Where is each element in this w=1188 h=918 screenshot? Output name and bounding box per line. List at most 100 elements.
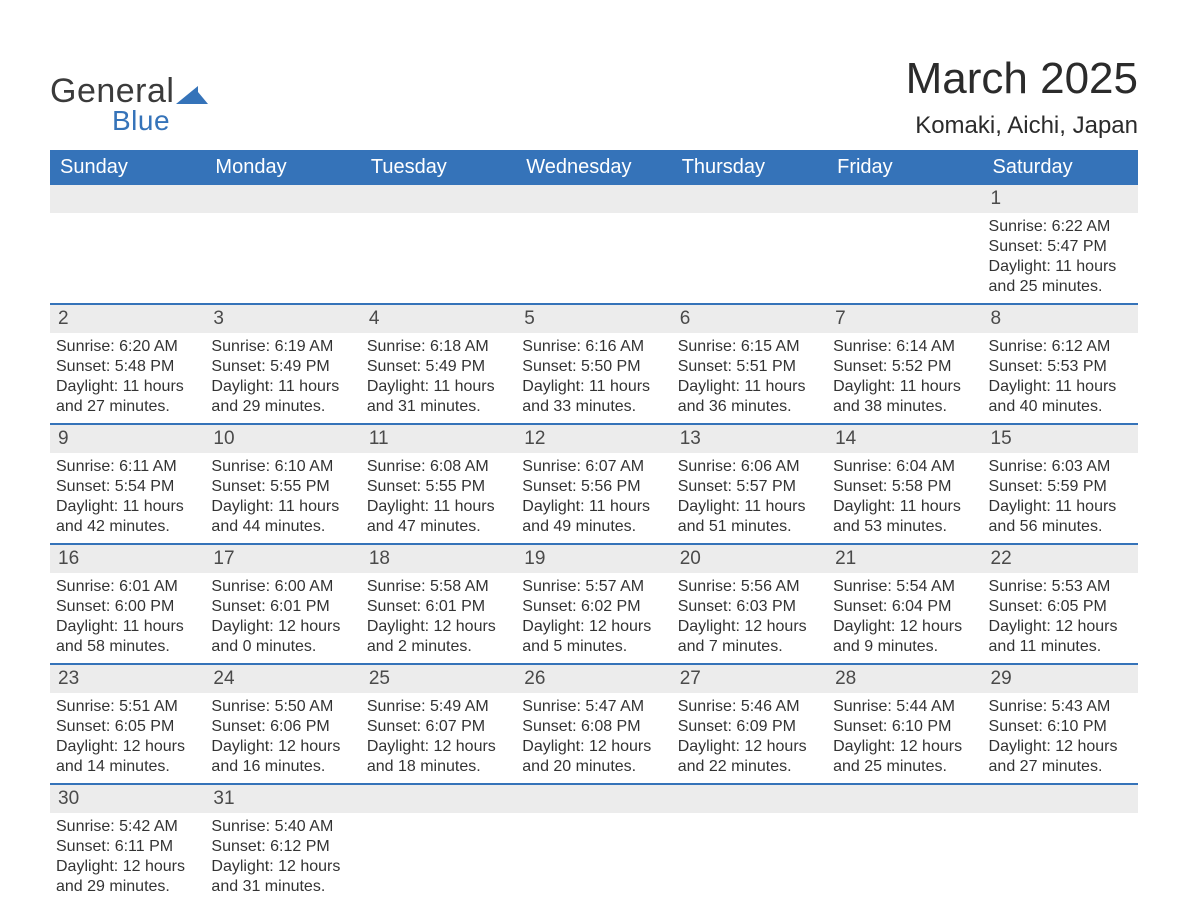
day-number: 10 [205,425,360,453]
day-number: 13 [672,425,827,453]
day-number: 9 [50,425,205,453]
day-number: 17 [205,545,360,573]
calendar-cell: 21Sunrise: 5:54 AMSunset: 6:04 PMDayligh… [827,544,982,664]
day-number: 22 [983,545,1138,573]
sunrise-line: Sunrise: 6:20 AM [56,337,199,357]
day-number [516,785,671,813]
daylight-line: Daylight: 12 hours and 5 minutes. [522,617,665,657]
calendar-week: 2Sunrise: 6:20 AMSunset: 5:48 PMDaylight… [50,304,1138,424]
calendar-cell: 10Sunrise: 6:10 AMSunset: 5:55 PMDayligh… [205,424,360,544]
day-details: Sunrise: 5:47 AMSunset: 6:08 PMDaylight:… [516,693,671,783]
calendar-cell: 24Sunrise: 5:50 AMSunset: 6:06 PMDayligh… [205,664,360,784]
sunset-line: Sunset: 5:55 PM [211,477,354,497]
sunrise-line: Sunrise: 6:19 AM [211,337,354,357]
sunset-line: Sunset: 5:49 PM [211,357,354,377]
day-details: Sunrise: 5:50 AMSunset: 6:06 PMDaylight:… [205,693,360,783]
day-details [516,813,671,823]
day-details: Sunrise: 5:46 AMSunset: 6:09 PMDaylight:… [672,693,827,783]
day-number: 16 [50,545,205,573]
daylight-line: Daylight: 12 hours and 16 minutes. [211,737,354,777]
calendar-cell [50,185,205,304]
calendar-table: SundayMondayTuesdayWednesdayThursdayFrid… [50,150,1138,903]
day-details [827,813,982,823]
day-number [361,785,516,813]
day-number: 28 [827,665,982,693]
day-number [983,785,1138,813]
calendar-week: 16Sunrise: 6:01 AMSunset: 6:00 PMDayligh… [50,544,1138,664]
day-number: 21 [827,545,982,573]
daylight-line: Daylight: 11 hours and 31 minutes. [367,377,510,417]
daylight-line: Daylight: 11 hours and 40 minutes. [989,377,1132,417]
day-details [50,213,205,223]
day-number: 1 [983,185,1138,213]
calendar-cell: 20Sunrise: 5:56 AMSunset: 6:03 PMDayligh… [672,544,827,664]
calendar-cell [361,185,516,304]
day-number: 8 [983,305,1138,333]
daylight-line: Daylight: 11 hours and 49 minutes. [522,497,665,537]
day-number [361,185,516,213]
calendar-cell: 9Sunrise: 6:11 AMSunset: 5:54 PMDaylight… [50,424,205,544]
sunset-line: Sunset: 5:48 PM [56,357,199,377]
header-row: General Blue March 2025 Komaki, Aichi, J… [50,54,1138,140]
day-details: Sunrise: 5:58 AMSunset: 6:01 PMDaylight:… [361,573,516,663]
day-details: Sunrise: 6:06 AMSunset: 5:57 PMDaylight:… [672,453,827,543]
day-details [361,813,516,823]
sunrise-line: Sunrise: 6:16 AM [522,337,665,357]
day-number: 11 [361,425,516,453]
daylight-line: Daylight: 12 hours and 31 minutes. [211,857,354,897]
sunrise-line: Sunrise: 5:57 AM [522,577,665,597]
sunrise-line: Sunrise: 6:03 AM [989,457,1132,477]
sunset-line: Sunset: 6:02 PM [522,597,665,617]
sunset-line: Sunset: 6:01 PM [367,597,510,617]
day-number: 18 [361,545,516,573]
daylight-line: Daylight: 11 hours and 56 minutes. [989,497,1132,537]
sunrise-line: Sunrise: 5:44 AM [833,697,976,717]
day-number: 14 [827,425,982,453]
calendar-cell: 11Sunrise: 6:08 AMSunset: 5:55 PMDayligh… [361,424,516,544]
day-number: 30 [50,785,205,813]
sunset-line: Sunset: 6:00 PM [56,597,199,617]
day-header: Monday [205,150,360,185]
daylight-line: Daylight: 12 hours and 2 minutes. [367,617,510,657]
daylight-line: Daylight: 11 hours and 25 minutes. [989,257,1132,297]
sunrise-line: Sunrise: 6:14 AM [833,337,976,357]
day-details [205,213,360,223]
calendar-cell: 29Sunrise: 5:43 AMSunset: 6:10 PMDayligh… [983,664,1138,784]
sunset-line: Sunset: 5:56 PM [522,477,665,497]
calendar-cell: 2Sunrise: 6:20 AMSunset: 5:48 PMDaylight… [50,304,205,424]
calendar-cell [205,185,360,304]
day-details: Sunrise: 6:01 AMSunset: 6:00 PMDaylight:… [50,573,205,663]
day-details: Sunrise: 5:54 AMSunset: 6:04 PMDaylight:… [827,573,982,663]
sunset-line: Sunset: 5:55 PM [367,477,510,497]
sunset-line: Sunset: 5:57 PM [678,477,821,497]
daylight-line: Daylight: 12 hours and 25 minutes. [833,737,976,777]
sunset-line: Sunset: 5:50 PM [522,357,665,377]
day-details: Sunrise: 6:03 AMSunset: 5:59 PMDaylight:… [983,453,1138,543]
day-details: Sunrise: 6:04 AMSunset: 5:58 PMDaylight:… [827,453,982,543]
day-details: Sunrise: 6:18 AMSunset: 5:49 PMDaylight:… [361,333,516,423]
day-number [672,785,827,813]
sunset-line: Sunset: 6:08 PM [522,717,665,737]
daylight-line: Daylight: 12 hours and 22 minutes. [678,737,821,777]
sunset-line: Sunset: 5:52 PM [833,357,976,377]
daylight-line: Daylight: 12 hours and 9 minutes. [833,617,976,657]
sunrise-line: Sunrise: 5:56 AM [678,577,821,597]
day-details: Sunrise: 5:42 AMSunset: 6:11 PMDaylight:… [50,813,205,903]
sunrise-line: Sunrise: 6:00 AM [211,577,354,597]
calendar-cell [361,784,516,903]
sunset-line: Sunset: 6:09 PM [678,717,821,737]
daylight-line: Daylight: 11 hours and 29 minutes. [211,377,354,417]
day-header: Wednesday [516,150,671,185]
sunset-line: Sunset: 5:59 PM [989,477,1132,497]
day-details: Sunrise: 6:15 AMSunset: 5:51 PMDaylight:… [672,333,827,423]
calendar-cell: 15Sunrise: 6:03 AMSunset: 5:59 PMDayligh… [983,424,1138,544]
day-details: Sunrise: 5:57 AMSunset: 6:02 PMDaylight:… [516,573,671,663]
calendar-cell: 3Sunrise: 6:19 AMSunset: 5:49 PMDaylight… [205,304,360,424]
day-number: 31 [205,785,360,813]
day-details: Sunrise: 5:49 AMSunset: 6:07 PMDaylight:… [361,693,516,783]
day-details [672,813,827,823]
day-details: Sunrise: 6:16 AMSunset: 5:50 PMDaylight:… [516,333,671,423]
sunrise-line: Sunrise: 6:07 AM [522,457,665,477]
day-number: 4 [361,305,516,333]
day-details: Sunrise: 5:40 AMSunset: 6:12 PMDaylight:… [205,813,360,903]
